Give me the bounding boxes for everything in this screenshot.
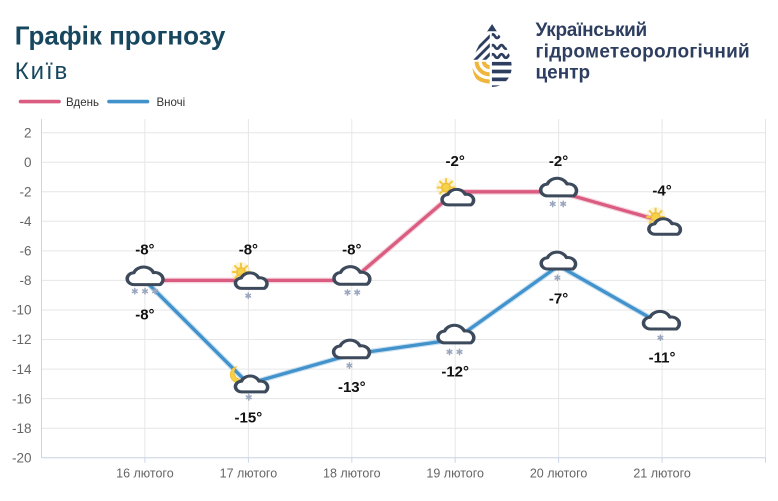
svg-text:-20: -20 bbox=[12, 450, 32, 465]
svg-text:-10: -10 bbox=[12, 303, 32, 318]
svg-text:-2°: -2° bbox=[446, 153, 465, 170]
svg-text:-12: -12 bbox=[12, 332, 32, 347]
svg-text:-8°: -8° bbox=[342, 241, 361, 258]
svg-text:17 лютого: 17 лютого bbox=[220, 467, 278, 481]
svg-text:-2°: -2° bbox=[549, 153, 568, 170]
svg-text:2: 2 bbox=[24, 125, 32, 140]
svg-text:центр: центр bbox=[536, 62, 591, 83]
svg-text:Графік прогнозу: Графік прогнозу bbox=[15, 20, 226, 50]
svg-text:гідрометеорологічний: гідрометеорологічний bbox=[536, 41, 751, 62]
svg-text:-18: -18 bbox=[12, 421, 32, 436]
svg-text:0: 0 bbox=[24, 155, 32, 170]
svg-text:-16: -16 bbox=[12, 391, 32, 406]
svg-text:-7°: -7° bbox=[549, 290, 568, 307]
svg-text:-8: -8 bbox=[19, 273, 31, 288]
svg-text:-15°: -15° bbox=[235, 409, 263, 426]
svg-text:20 лютого: 20 лютого bbox=[530, 467, 588, 481]
svg-text:-6: -6 bbox=[19, 244, 31, 259]
svg-text:-8°: -8° bbox=[239, 241, 258, 258]
svg-text:-4: -4 bbox=[19, 214, 31, 229]
svg-text:-13°: -13° bbox=[338, 379, 366, 396]
svg-text:Вночі: Вночі bbox=[157, 97, 186, 109]
svg-text:Київ: Київ bbox=[15, 58, 69, 85]
svg-text:Український: Український bbox=[536, 20, 647, 41]
svg-text:-12°: -12° bbox=[441, 364, 469, 381]
svg-text:Вдень: Вдень bbox=[66, 97, 99, 109]
svg-text:-14: -14 bbox=[12, 362, 32, 377]
svg-text:-4°: -4° bbox=[652, 182, 671, 199]
svg-text:-11°: -11° bbox=[649, 349, 676, 366]
svg-text:19 лютого: 19 лютого bbox=[426, 467, 484, 481]
svg-text:21 лютого: 21 лютого bbox=[633, 467, 691, 481]
svg-text:-8°: -8° bbox=[135, 306, 154, 323]
svg-text:-8°: -8° bbox=[135, 241, 154, 258]
svg-text:16 лютого: 16 лютого bbox=[116, 467, 174, 481]
svg-text:-2: -2 bbox=[19, 185, 31, 200]
svg-text:18 лютого: 18 лютого bbox=[323, 467, 381, 481]
